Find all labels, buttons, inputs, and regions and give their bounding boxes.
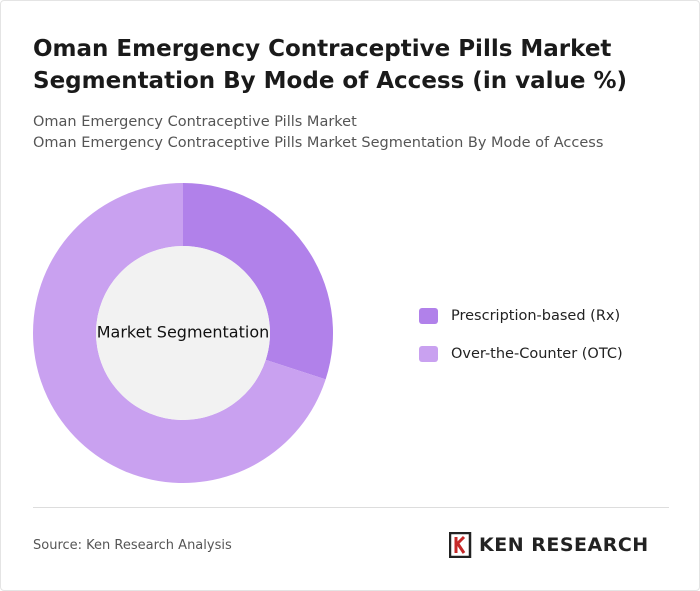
logo-text: KEN RESEARCH <box>479 534 649 556</box>
donut-hole <box>96 246 270 420</box>
legend-swatch <box>419 346 438 362</box>
legend-swatch <box>419 308 438 324</box>
logo: KEN RESEARCH <box>449 532 649 558</box>
title: Oman Emergency Contraceptive Pills Marke… <box>33 36 628 94</box>
legend-label: Prescription-based (Rx) <box>451 308 620 324</box>
chart: Prescription-based (Rx) Over-the-Counter … <box>33 183 623 484</box>
subtitle: Oman Emergency Contraceptive Pills Marke… <box>33 135 604 151</box>
donut-slice <box>183 183 333 380</box>
divider <box>33 507 669 508</box>
center-label: Market Segmentation <box>97 323 270 342</box>
donut-slice <box>33 183 326 484</box>
source: Source: Ken Research Analysis <box>33 538 232 553</box>
logo-icon <box>449 532 472 558</box>
subtitle: Oman Emergency Contraceptive Pills Marke… <box>33 114 357 130</box>
legend-label: Over-the-Counter (OTC) <box>451 346 623 362</box>
